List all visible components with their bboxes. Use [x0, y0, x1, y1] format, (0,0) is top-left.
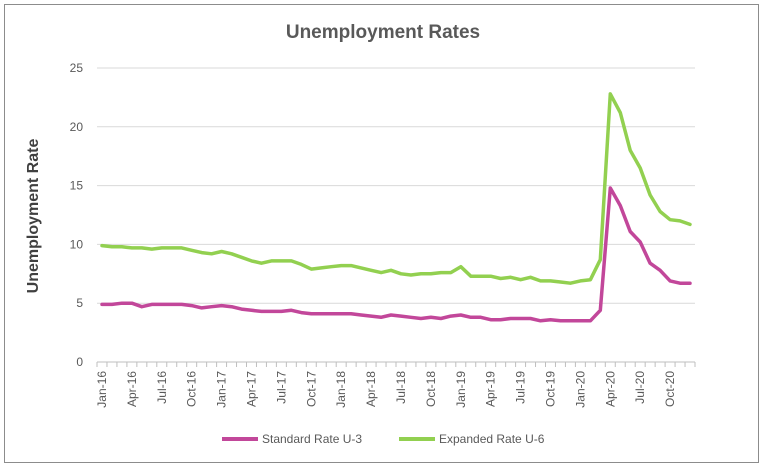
y-tick-label: 25 [70, 61, 84, 75]
x-tick-label: Apr-19 [484, 371, 498, 407]
x-tick-label: Oct-16 [185, 371, 199, 407]
y-tick-label: 15 [70, 179, 84, 193]
x-tick-label: Jan-20 [573, 371, 587, 408]
x-tick-label: Jul-16 [155, 371, 169, 404]
legend-label-u6: Expanded Rate U-6 [439, 432, 545, 446]
x-tick-label: Oct-18 [424, 371, 438, 407]
x-tick-label: Apr-17 [244, 371, 258, 407]
x-tick-label: Jul-18 [394, 371, 408, 404]
x-tick-label: Oct-17 [304, 371, 318, 407]
y-axis-label: Unemployment Rate [25, 139, 42, 294]
legend-label-u3: Standard Rate U-3 [262, 432, 362, 446]
x-tick-label: Jan-19 [454, 371, 468, 408]
x-tick-label: Oct-19 [543, 371, 557, 407]
y-tick-label: 5 [76, 296, 83, 310]
legend: Standard Rate U-3 Expanded Rate U-6 [222, 432, 545, 446]
x-tick-label: Jul-20 [633, 371, 647, 404]
y-tick-label: 0 [76, 355, 83, 369]
series-line-u3 [100, 186, 692, 323]
x-tick-label: Jul-19 [514, 371, 528, 404]
x-axis [96, 361, 696, 367]
y-tick-label: 10 [70, 237, 84, 251]
gridlines [97, 67, 695, 304]
x-tick-label: Apr-16 [125, 371, 139, 407]
chart-title: Unemployment Rates [286, 22, 480, 43]
x-tick-label: Apr-18 [364, 371, 378, 407]
series-line-u6 [100, 92, 692, 285]
series-lines [100, 92, 692, 323]
x-tick-label: Jul-17 [274, 371, 288, 404]
x-tick-label: Oct-20 [663, 371, 677, 407]
x-tick-label: Apr-20 [603, 371, 617, 407]
x-tick-label: Jan-18 [334, 371, 348, 408]
y-tick-label: 20 [70, 120, 84, 134]
x-tick-label: Jan-16 [95, 371, 109, 408]
y-tick-labels: 0 5 10 15 20 25 [70, 61, 84, 369]
x-tick-labels: Jan-16 Apr-16 Jul-16 Oct-16 Jan-17 Apr-17 Jul-… [95, 371, 677, 408]
x-tick-label: Jan-17 [215, 371, 229, 408]
